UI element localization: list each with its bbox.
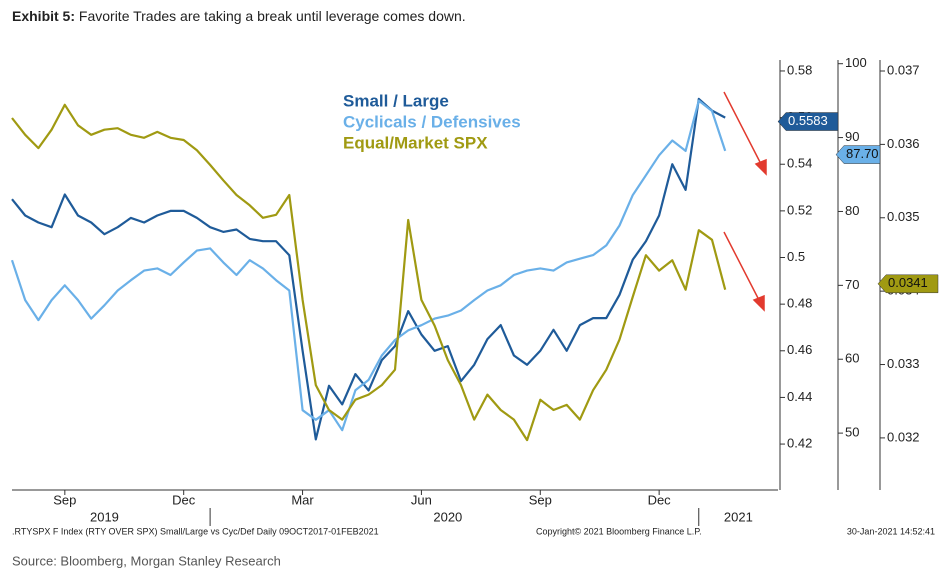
annotation-arrows — [723, 91, 767, 312]
legend-entry: Equal/Market SPX — [343, 133, 488, 152]
y-tick-label: 0.48 — [787, 296, 812, 311]
x-group-label: 2019 — [90, 509, 119, 524]
legend-entry: Cyclicals / Defensives — [343, 112, 521, 131]
x-group-label: 2021 — [724, 509, 753, 524]
footer-mid: Copyright© 2021 Bloomberg Finance L.P. — [536, 526, 702, 536]
value-flag-box — [835, 145, 881, 164]
y-tick-label: 0.5 — [787, 249, 805, 264]
y-tick-label: 0.42 — [787, 435, 812, 450]
y2-tick-label: 100 — [845, 55, 867, 70]
y3-tick-label: 0.035 — [887, 209, 920, 224]
y2-tick-label: 50 — [845, 425, 859, 440]
x-group-label: 2020 — [433, 509, 462, 524]
y-tick-label: 0.54 — [787, 156, 812, 171]
series-line — [11, 97, 726, 441]
series-line — [11, 103, 727, 442]
y3-tick-label: 0.033 — [887, 356, 920, 371]
x-tick-label: Sep — [529, 492, 552, 507]
legend-entry: Small / Large — [343, 91, 449, 110]
title-prefix: Exhibit 5: — [12, 8, 75, 24]
y3-tick-label: 0.037 — [887, 62, 920, 77]
y2-tick-label: 80 — [845, 203, 859, 218]
x-tick-label: Dec — [648, 492, 672, 507]
y-tick-label: 0.58 — [787, 62, 812, 77]
value-flag: 87.70 — [835, 145, 881, 164]
footer-right: 30-Jan-2021 14:52:41 — [847, 526, 935, 536]
value-flag: 0.0341 — [877, 274, 939, 294]
x-tick-label: Mar — [291, 492, 314, 507]
series-line — [10, 99, 727, 432]
y2-tick-label: 90 — [845, 129, 859, 144]
value-flag: 0.5583 — [777, 112, 839, 131]
chart-title: Exhibit 5: Favorite Trades are taking a … — [12, 8, 466, 24]
value-flag-box — [777, 112, 839, 131]
x-tick-label: Dec — [172, 492, 196, 507]
y-tick-label: 0.52 — [787, 202, 812, 217]
source: Source: Bloomberg, Morgan Stanley Resear… — [12, 553, 281, 568]
title-text: Favorite Trades are taking a break until… — [79, 8, 466, 24]
y-tick-label: 0.44 — [787, 389, 812, 404]
y2-tick-label: 70 — [845, 277, 859, 292]
footer-left: .RTYSPX F Index (RTY OVER SPX) Small/Lar… — [12, 526, 379, 536]
value-flag-label: 0.0341 — [888, 275, 928, 290]
y2-tick-label: 60 — [845, 351, 859, 366]
x-tick-label: Sep — [53, 492, 76, 507]
value-flag-box — [877, 274, 939, 294]
value-flag-label: 87.70 — [846, 146, 879, 161]
y-tick-label: 0.46 — [787, 342, 812, 357]
value-flag-label: 0.5583 — [788, 113, 828, 128]
x-tick-label: Jun — [411, 492, 432, 507]
y3-tick-label: 0.036 — [887, 136, 920, 151]
y3-tick-label: 0.032 — [887, 429, 920, 444]
